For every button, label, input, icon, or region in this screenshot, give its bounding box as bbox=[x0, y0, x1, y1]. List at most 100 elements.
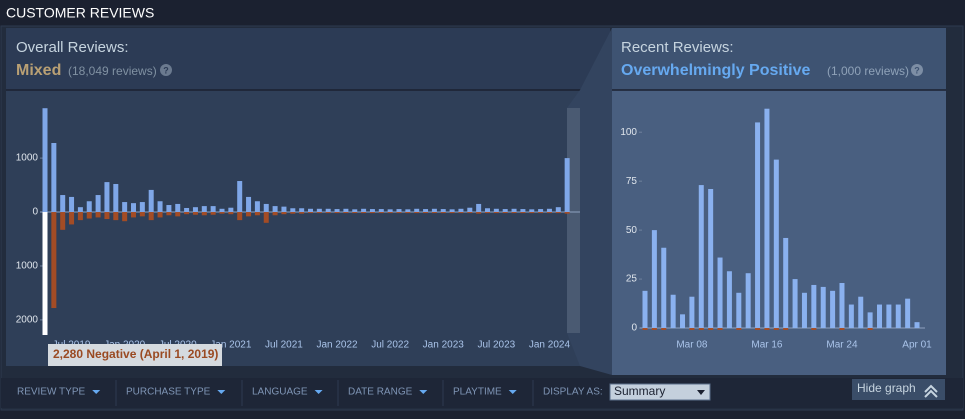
bar bbox=[458, 208, 464, 213]
filter-dropdown[interactable]: PURCHASE TYPE bbox=[126, 387, 211, 398]
x-tick-label: Mar 16 bbox=[751, 340, 783, 351]
bar bbox=[369, 209, 375, 213]
bar bbox=[698, 328, 704, 330]
bar bbox=[148, 189, 154, 213]
bar bbox=[95, 195, 101, 213]
bar bbox=[175, 212, 181, 217]
bar bbox=[308, 208, 313, 213]
bar bbox=[246, 212, 252, 217]
bar bbox=[708, 189, 714, 329]
bar bbox=[773, 159, 779, 329]
filter-dropdown[interactable]: REVIEW TYPE bbox=[17, 387, 85, 398]
bar bbox=[867, 328, 873, 330]
bar bbox=[792, 279, 798, 329]
bar bbox=[42, 108, 48, 213]
bar bbox=[343, 212, 349, 214]
bar bbox=[308, 212, 313, 214]
help-icon-text: ? bbox=[914, 65, 920, 75]
dropdown-arrow bbox=[314, 390, 323, 394]
review-count: (1,000 reviews) bbox=[827, 64, 909, 78]
y-tick-label: 50 bbox=[626, 225, 638, 236]
x-tick-label: Jul 2021 bbox=[265, 340, 303, 351]
x-tick-label: Mar 08 bbox=[676, 340, 708, 351]
rating: Mixed bbox=[16, 62, 61, 79]
bar bbox=[104, 212, 110, 220]
bar bbox=[458, 212, 464, 214]
help-icon[interactable] bbox=[160, 64, 172, 76]
y-tick-label: 0 bbox=[631, 323, 637, 334]
bar bbox=[299, 212, 305, 214]
bar bbox=[801, 292, 807, 329]
filter-dropdown[interactable]: PLAYTIME bbox=[453, 387, 502, 398]
x-tick-label: Mar 24 bbox=[826, 340, 858, 351]
bar bbox=[139, 212, 145, 217]
bar bbox=[334, 209, 340, 213]
bar bbox=[201, 212, 207, 216]
x-tick-label: Jul 2023 bbox=[477, 340, 515, 351]
bar bbox=[449, 209, 455, 213]
bar bbox=[263, 203, 269, 213]
help-icon-text: ? bbox=[163, 65, 169, 75]
bar bbox=[680, 314, 686, 329]
bar bbox=[546, 212, 552, 214]
bar bbox=[914, 322, 920, 329]
bar bbox=[485, 208, 490, 213]
bar bbox=[210, 212, 216, 215]
bar bbox=[77, 207, 83, 213]
bar bbox=[493, 212, 499, 214]
display-select[interactable] bbox=[609, 383, 711, 401]
filter-dropdown[interactable]: DATE RANGE bbox=[348, 387, 413, 398]
bar bbox=[396, 209, 402, 213]
display-as-label: DISPLAY AS: bbox=[543, 387, 603, 398]
bar bbox=[651, 230, 657, 329]
bar bbox=[334, 212, 340, 214]
bar bbox=[764, 328, 770, 330]
bar bbox=[467, 212, 473, 214]
bar bbox=[192, 207, 198, 213]
dropdown-arrow bbox=[92, 390, 101, 394]
bar bbox=[139, 202, 145, 213]
tooltip bbox=[48, 344, 222, 366]
bar bbox=[511, 212, 517, 214]
bar bbox=[440, 212, 446, 214]
bar bbox=[325, 212, 331, 214]
bar bbox=[405, 209, 411, 213]
bar bbox=[131, 203, 136, 213]
bar bbox=[192, 212, 198, 215]
bar bbox=[343, 208, 349, 213]
bar bbox=[352, 209, 358, 213]
bar bbox=[905, 298, 911, 329]
bar bbox=[564, 158, 570, 213]
bar bbox=[502, 212, 508, 214]
bar bbox=[166, 205, 172, 213]
bar bbox=[113, 212, 119, 221]
bar bbox=[467, 207, 473, 213]
help-icon[interactable] bbox=[911, 64, 923, 76]
bar bbox=[254, 212, 260, 216]
bar bbox=[414, 208, 420, 213]
panel-title: Recent Reviews: bbox=[621, 39, 734, 56]
x-tick-label: Jan 2024 bbox=[529, 340, 571, 351]
bar bbox=[520, 209, 526, 213]
x-tick-label: Jan 2022 bbox=[316, 340, 358, 351]
x-tick-label: Jul 2022 bbox=[371, 340, 409, 351]
bar bbox=[352, 212, 358, 214]
bar bbox=[555, 212, 561, 214]
y-tick-label: 1000 bbox=[16, 261, 39, 272]
bar bbox=[485, 212, 490, 214]
filter-dropdown[interactable]: LANGUAGE bbox=[252, 387, 308, 398]
bar bbox=[246, 196, 252, 213]
bar bbox=[184, 212, 190, 215]
bar bbox=[69, 212, 75, 225]
bar bbox=[219, 208, 225, 213]
bar bbox=[493, 208, 499, 213]
bar bbox=[51, 212, 57, 309]
bar bbox=[726, 271, 732, 329]
hide-graph-button[interactable] bbox=[852, 379, 945, 400]
bar bbox=[219, 212, 225, 214]
bar bbox=[848, 304, 854, 329]
hide-graph-text: Hide graph bbox=[857, 381, 916, 395]
bar bbox=[69, 196, 75, 213]
bar bbox=[755, 328, 761, 330]
left-chart-area bbox=[6, 90, 580, 366]
